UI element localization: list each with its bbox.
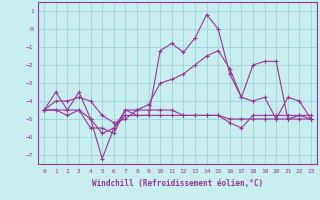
X-axis label: Windchill (Refroidissement éolien,°C): Windchill (Refroidissement éolien,°C) <box>92 179 263 188</box>
